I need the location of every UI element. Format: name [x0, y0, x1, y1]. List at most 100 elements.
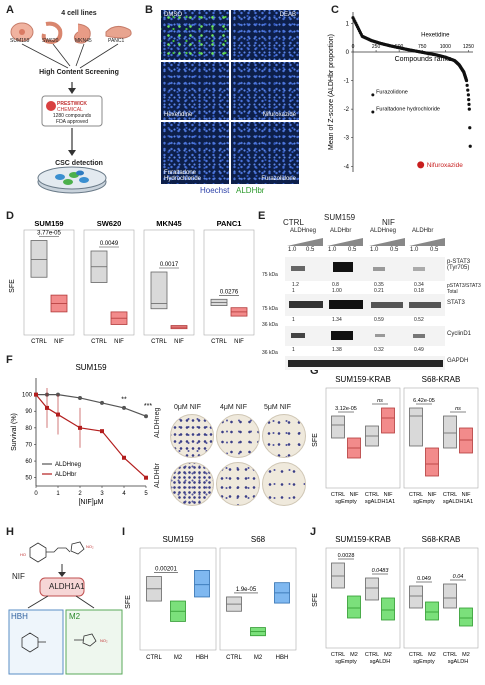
x-tick-label: M2: [254, 655, 263, 661]
panelA-fda: FDA approved: [56, 119, 88, 125]
annotation-label: Furazolidone: [376, 89, 408, 95]
data-point: [34, 392, 38, 397]
panelA-line-4: PANC1: [108, 38, 125, 44]
panelE-group-4: ALDHbr: [412, 228, 434, 234]
data-point: [78, 395, 82, 400]
dish-row-1: ALDHneg: [154, 407, 161, 438]
box: [381, 407, 395, 434]
blot-pstat3: [285, 257, 445, 281]
dose-label: 1.0: [328, 247, 337, 253]
data-point: [100, 429, 104, 434]
x-tick-label: M2: [174, 655, 183, 661]
plot-frame: [23, 229, 75, 336]
plot-title: SUM159: [162, 535, 194, 544]
box: [365, 577, 379, 601]
x-tick-label: 1: [56, 491, 60, 497]
data-point: [371, 110, 375, 114]
box: [459, 607, 473, 627]
box: [347, 595, 361, 619]
micro-tile-deab: DEAB: [231, 10, 299, 60]
panelE-dose-wedges: [287, 238, 445, 246]
data-point: [56, 412, 60, 417]
x-tick-label: CTRL: [146, 655, 162, 661]
band-quant: 0.34: [414, 282, 424, 288]
x-tick-label: 3: [100, 491, 104, 497]
panelH-diagram: NO₂ HO NO₂: [8, 541, 123, 675]
plot-frame: [403, 387, 479, 489]
panelA-compounds: 1280 compounds: [52, 113, 92, 119]
colony-dish: [216, 462, 260, 506]
y-tick-label: 90: [25, 409, 32, 415]
y-tick-label: 100: [22, 393, 33, 399]
dose-label: 1.0: [288, 247, 297, 253]
panel-label-a: A: [6, 4, 14, 16]
pancreas-organ-icon: [105, 26, 132, 39]
data-point: [78, 425, 82, 430]
dose-label: 1.0: [410, 247, 419, 253]
band-quant: 0.18: [414, 288, 424, 294]
x-tick-label: NIF: [428, 492, 438, 498]
x-tick-label: 4: [122, 491, 126, 497]
panel-label-j: J: [310, 526, 317, 538]
plot-title: MKN45: [156, 219, 181, 228]
panel-label-b: B: [145, 4, 153, 16]
y-tick-label: -2: [344, 107, 350, 113]
x-tick-label: M2: [462, 652, 470, 658]
p-value: 0.00201: [155, 567, 177, 573]
p-value: 6.42e-05: [413, 398, 435, 404]
box: [425, 601, 439, 621]
dose-label: 1.0: [370, 247, 379, 253]
group-label: sgALDH1A1: [365, 499, 395, 505]
colony-dish: [216, 414, 260, 458]
colony-dish: [170, 462, 214, 506]
plot-title: S68-KRAB: [422, 375, 461, 384]
annotation-label: Hexetidine: [421, 32, 450, 38]
plot-title: SUM159: [34, 219, 63, 228]
group-label: sgALDH1A1: [443, 499, 473, 505]
x-tick-label: NIF: [54, 339, 64, 345]
box: [331, 562, 345, 589]
x-tick-label: NIF: [350, 492, 360, 498]
x-tick-label: CTRL: [331, 652, 345, 658]
colony-dish: [262, 462, 306, 506]
x-tick-label: 5: [144, 491, 148, 497]
panelC-chart: 10-1-2-3-4025050075010001250Compounds ra…: [328, 12, 474, 172]
chart-title: SUM159: [75, 363, 107, 372]
panel-label-h: H: [6, 526, 14, 538]
band-quant: 0.21: [374, 288, 384, 294]
panelA-csc: CSC detection: [55, 160, 103, 167]
plot-title: SUM159-KRAB: [335, 375, 391, 384]
box: [409, 407, 423, 447]
legend-label: ALDHbr: [55, 472, 76, 478]
x-tick-label: CTRL: [365, 492, 379, 498]
blot-stat3: [285, 294, 445, 316]
x-tick-label: 2: [78, 491, 82, 497]
panelI-charts: SFE SUM159 CTRL M2 HBH 0.00201 S68 CTRL M2 HBH 1.9…: [125, 535, 297, 661]
band-quant: 0.52: [414, 317, 424, 323]
dose-label: 0.5: [348, 247, 357, 253]
x-axis-label: [NIF]μM: [78, 499, 103, 506]
box: [409, 585, 423, 609]
kd-marker-3: 36 kDa: [262, 322, 278, 328]
p-value: 0.0276: [220, 289, 239, 295]
x-tick-label: NIF: [114, 339, 124, 345]
panelA-workflow: [10, 21, 132, 194]
band-cyclind1-label: CyclinD1: [447, 331, 472, 337]
box-ctrl: [30, 240, 48, 278]
x-tick-label: 1250: [463, 44, 474, 50]
svg-text:HO: HO: [20, 552, 26, 557]
y-tick-label: 1: [346, 21, 350, 27]
y-tick-label: 60: [25, 459, 32, 465]
y-tick-label: 70: [25, 442, 32, 448]
group-label: sgEmpty: [413, 499, 435, 505]
group-label: sgEmpty: [335, 499, 357, 505]
data-point: [467, 98, 471, 102]
box: [194, 570, 210, 598]
dose-label: 0.5: [430, 247, 439, 253]
ratio-label: pSTAT3/STAT3 Total: [447, 283, 481, 295]
y-axis-label: Mean of Z-score (ALDHbr proportion): [328, 34, 335, 150]
plot-frame: [325, 387, 401, 489]
y-tick-label: -1: [344, 79, 350, 85]
y-axis-label: SFE: [312, 593, 319, 607]
data-point: [122, 455, 126, 460]
